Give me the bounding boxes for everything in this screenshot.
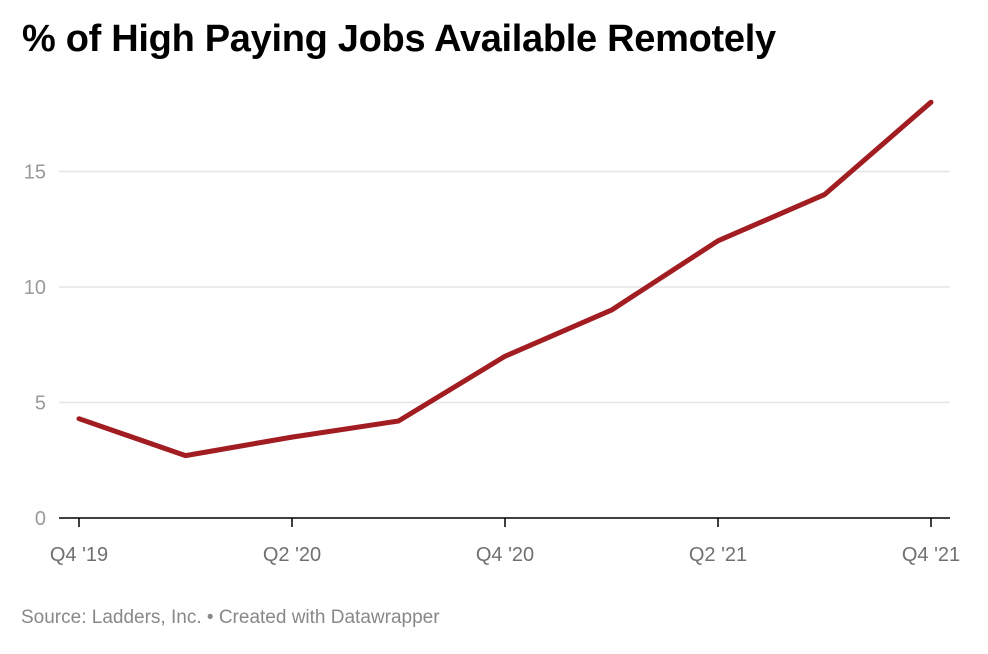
gridlines [59, 170, 950, 404]
line-chart: 0 5 10 15 Q4 '19 Q2 '20 Q4 '20 Q2 '21 Q4 '21 [24, 99, 960, 566]
x-tick-label: Q2 '20 [263, 544, 321, 566]
x-axis-tick-labels: Q4 '19 Q2 '20 Q4 '20 Q2 '21 Q4 '21 [50, 544, 960, 566]
x-tick-label: Q4 '20 [476, 544, 534, 566]
x-tick-label: Q4 '19 [50, 544, 108, 566]
credit-text: Created with Datawrapper [218, 607, 440, 628]
source-text: Source: Ladders, Inc. [21, 607, 202, 628]
y-tick-label: 0 [35, 508, 46, 530]
x-axis [59, 517, 950, 527]
y-tick-label: 10 [24, 277, 46, 299]
data-line [76, 99, 934, 459]
chart-title: % of High Paying Jobs Available Remotely [22, 18, 776, 60]
y-axis-tick-labels: 0 5 10 15 [24, 162, 46, 531]
x-tick-label: Q4 '21 [902, 544, 960, 566]
footer-separator: • [206, 607, 214, 628]
x-tick-label: Q2 '21 [689, 544, 747, 566]
chart-footer: Source: Ladders, Inc. • Created with Dat… [21, 607, 440, 629]
y-tick-label: 5 [35, 393, 46, 415]
y-tick-label: 15 [24, 162, 46, 184]
